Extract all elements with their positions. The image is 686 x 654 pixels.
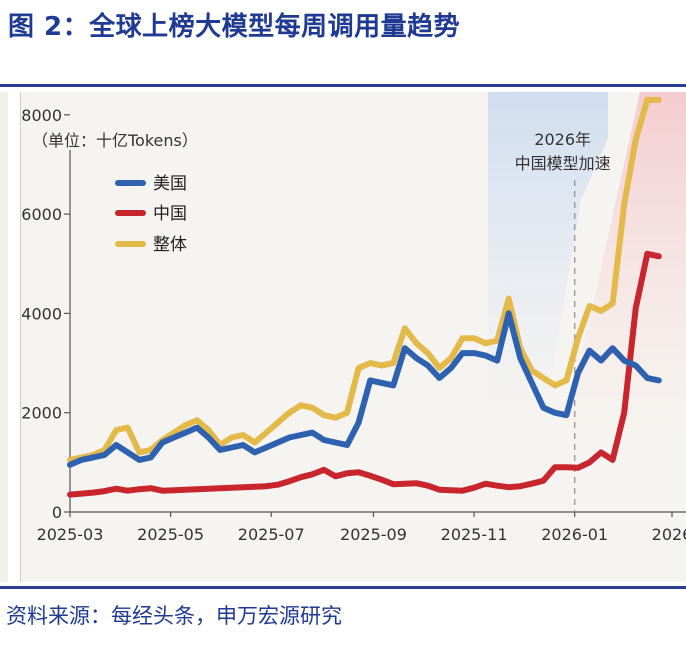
chart-text: 0 2000 4000 6000 8000 2025-03 2025-05 2025-07 20… <box>21 106 686 544</box>
x-tick-label: 2025-11 <box>441 525 508 544</box>
unit-label: （单位：十亿Tokens） <box>32 131 198 150</box>
x-tick-label: 2026-01 <box>541 525 608 544</box>
source-note: 资料来源：每经头条，申万宏源研究 <box>6 604 342 628</box>
series-lines <box>67 96 662 498</box>
series-line-china <box>67 250 662 498</box>
annotation-text: 中国模型加速 <box>515 154 611 173</box>
annotation-text: 2026年 <box>534 130 591 149</box>
y-tick-label: 0 <box>52 503 62 522</box>
figure-title: 图 2：全球上榜大模型每周调用量趋势 <box>8 12 461 42</box>
bottom-rule <box>0 586 686 589</box>
x-tick-label: 2025-05 <box>137 525 204 544</box>
y-tick-label: 4000 <box>21 304 62 323</box>
left-edge-strip <box>0 92 8 582</box>
series-line-total <box>67 96 662 463</box>
legend-label: 整体 <box>153 235 187 255</box>
series-line-usa <box>67 310 662 468</box>
x-tick-label: 2025-03 <box>37 525 104 544</box>
y-tick-label: 2000 <box>21 404 62 423</box>
x-tick-label: 2025-07 <box>238 525 305 544</box>
x-tick-label: 2025-09 <box>340 525 407 544</box>
y-tick-label: 6000 <box>21 205 62 224</box>
y-tick-label: 8000 <box>21 106 62 125</box>
top-rule <box>0 84 686 87</box>
x-tick-label: 2026 <box>652 525 686 544</box>
legend-label: 美国 <box>153 174 187 194</box>
legend-label: 中国 <box>153 204 187 224</box>
